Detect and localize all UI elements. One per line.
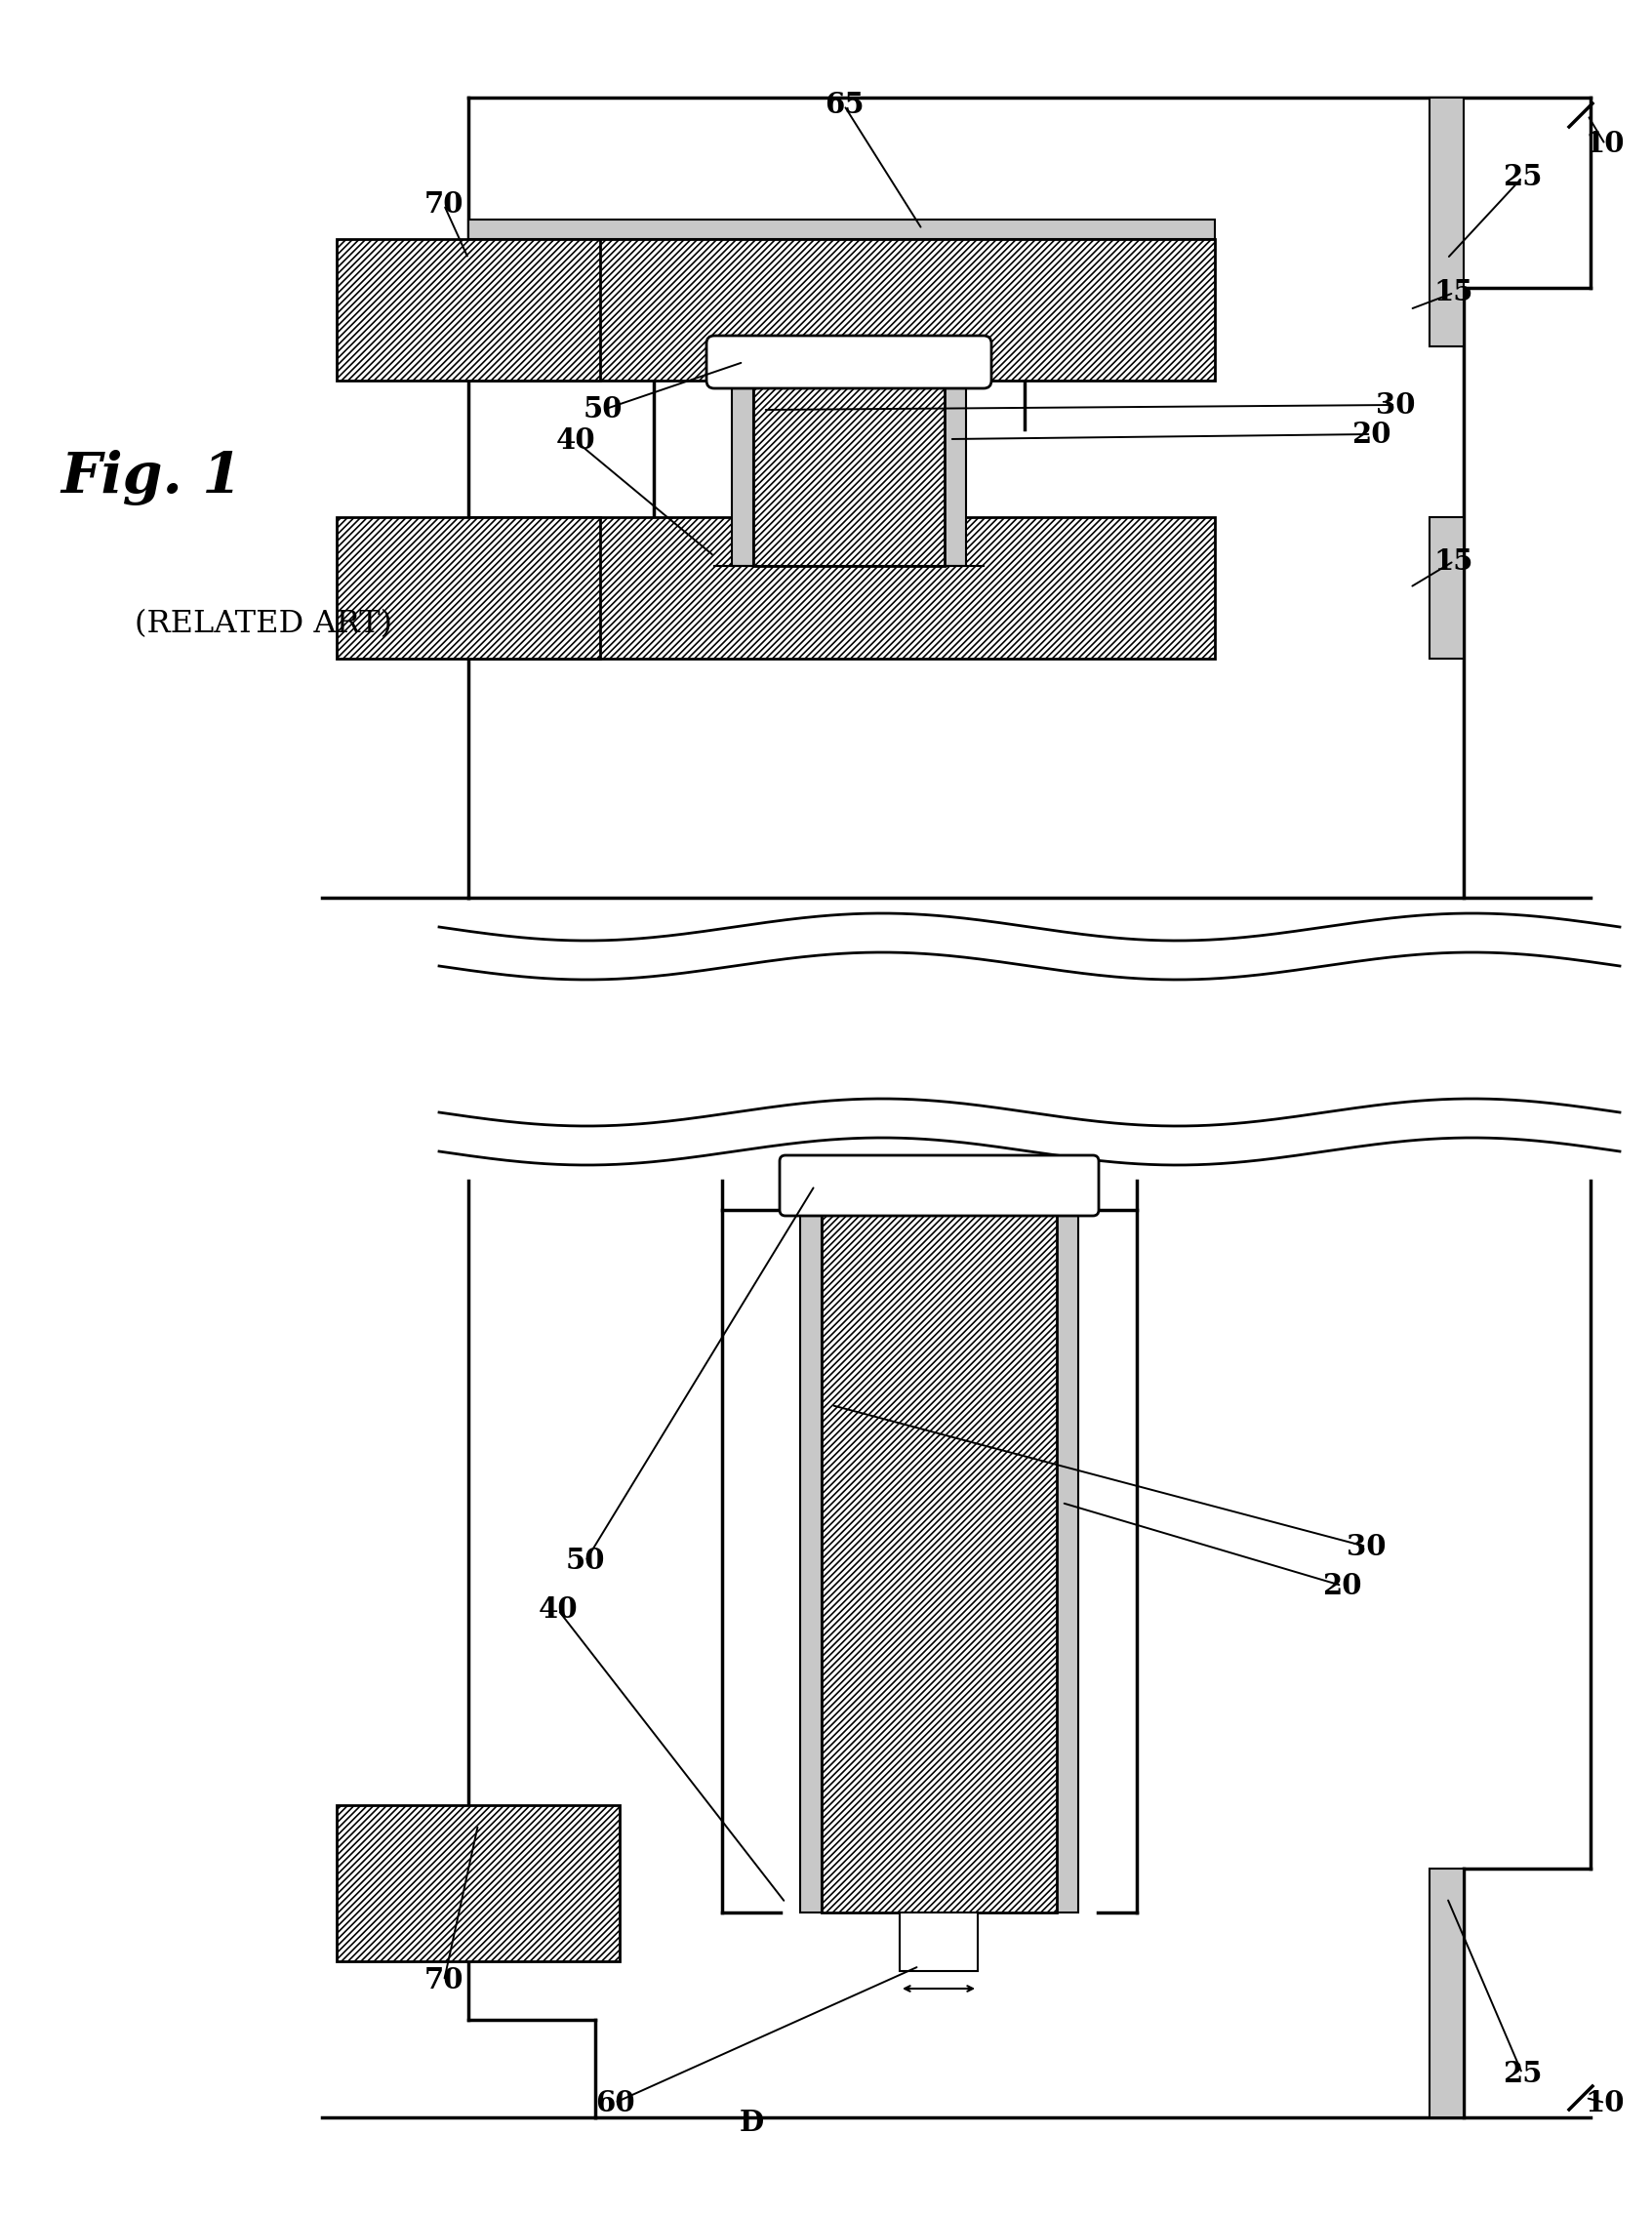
Text: 50: 50 <box>583 396 623 423</box>
Text: 70: 70 <box>425 1966 464 1995</box>
Text: 50: 50 <box>565 1548 605 1576</box>
Text: 60: 60 <box>595 2088 634 2117</box>
Text: 40: 40 <box>539 1596 578 1625</box>
Text: 65: 65 <box>824 91 864 120</box>
Text: 15: 15 <box>1434 279 1474 308</box>
Bar <box>732 381 753 567</box>
Bar <box>337 1804 620 1962</box>
FancyBboxPatch shape <box>780 1156 1099 1215</box>
Bar <box>900 1913 978 1970</box>
Bar <box>1429 1869 1464 2117</box>
Text: 10: 10 <box>1586 131 1626 159</box>
Bar <box>1429 518 1464 658</box>
Text: 20: 20 <box>1322 1572 1361 1601</box>
Bar <box>337 518 600 658</box>
Text: 20: 20 <box>1351 421 1391 449</box>
Bar <box>469 219 1214 239</box>
Text: Fig. 1: Fig. 1 <box>61 449 241 507</box>
Text: 30: 30 <box>1376 392 1416 418</box>
Bar <box>753 381 945 567</box>
Bar <box>1057 1209 1079 1913</box>
Text: 70: 70 <box>425 190 464 219</box>
Bar <box>469 239 1214 381</box>
Bar <box>821 1209 1057 1913</box>
Text: 25: 25 <box>1502 164 1541 193</box>
Text: 10: 10 <box>1586 2088 1626 2117</box>
Text: 30: 30 <box>1346 1532 1386 1561</box>
Bar <box>469 518 1214 658</box>
Bar <box>945 381 966 567</box>
Text: 40: 40 <box>555 427 595 456</box>
Text: (RELATED ART): (RELATED ART) <box>135 609 392 640</box>
FancyBboxPatch shape <box>707 337 991 387</box>
Text: D: D <box>738 2108 763 2137</box>
Text: 15: 15 <box>1434 547 1474 576</box>
Text: 25: 25 <box>1502 2059 1541 2088</box>
Bar <box>800 1209 821 1913</box>
Bar <box>1429 97 1464 345</box>
Bar <box>337 239 600 381</box>
